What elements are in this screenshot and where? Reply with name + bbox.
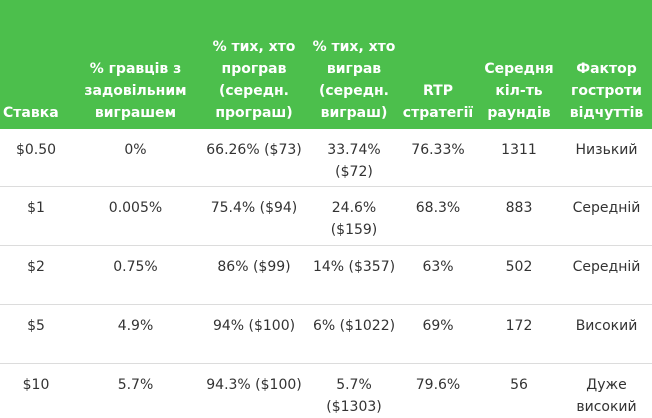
cell-thrill: Середній	[561, 245, 652, 305]
cell-won: 5.7% ($1303)	[326, 377, 382, 415]
header-satisfied-players: % гравців з задовільним виграшем	[72, 0, 199, 129]
table-row: $5 4.9% 94% ($100) 6% ($1022) 69% 172 Ви…	[0, 304, 652, 364]
table-row: $0.50 0% 66.26% ($73) 33.74% ($72) 76.33…	[0, 129, 652, 187]
header-rtp: RTP стратегії	[399, 0, 477, 129]
cell-lost: 75.4% ($94)	[199, 186, 309, 246]
cell-stake: $0.50	[0, 129, 72, 187]
cell-rtp: 69%	[399, 304, 477, 364]
cell-rtp: 76.33%	[399, 129, 477, 187]
cell-thrill: Високий	[561, 304, 652, 364]
cell-rtp: 63%	[399, 245, 477, 305]
cell-stake: $5	[0, 304, 72, 364]
cell-lost: 94.3% ($100)	[206, 377, 302, 393]
cell-lost: 94% ($100)	[199, 304, 309, 364]
cell-satisfied: 0.75%	[72, 245, 199, 305]
cell-rtp: 68.3%	[399, 186, 477, 246]
cell-stake: $2	[0, 245, 72, 305]
header-losers: % тих, хто програв (середн. програш)	[199, 0, 309, 129]
cell-won: 14% ($357)	[309, 245, 399, 305]
table-header-row: Ставка % гравців з задовільним виграшем …	[0, 0, 652, 129]
cell-satisfied: 4.9%	[72, 304, 199, 364]
header-thrill-factor: Фактор гостроти відчуттів	[561, 0, 652, 129]
cell-stake: $10	[22, 377, 50, 393]
table-row: $10 5.7% 94.3% ($100) 5.7% ($1303) 79.6%…	[0, 364, 652, 418]
cell-won: 33.74% ($72)	[309, 129, 399, 187]
table-row: $2 0.75% 86% ($99) 14% ($357) 63% 502 Се…	[0, 245, 652, 305]
cell-rounds: 502	[477, 245, 561, 305]
cell-satisfied: 0%	[72, 129, 199, 187]
cell-rounds: 1311	[477, 129, 561, 187]
cell-lost: 66.26% ($73)	[199, 129, 309, 187]
cell-lost: 86% ($99)	[199, 245, 309, 305]
cell-thrill: Середній	[561, 186, 652, 246]
cell-won: 24.6% ($159)	[309, 186, 399, 246]
cell-stake: $1	[0, 186, 72, 246]
cell-thrill: Дуже високий	[576, 377, 637, 415]
cell-rtp: 79.6%	[415, 377, 461, 393]
cell-satisfied: 0.005%	[72, 186, 199, 246]
cell-thrill: Низький	[561, 129, 652, 187]
header-avg-rounds: Середня кіл-ть раундів	[477, 0, 561, 129]
cell-satisfied: 5.7%	[117, 377, 154, 393]
cell-rounds: 172	[477, 304, 561, 364]
cell-won: 6% ($1022)	[309, 304, 399, 364]
table-row: $1 0.005% 75.4% ($94) 24.6% ($159) 68.3%…	[0, 186, 652, 246]
header-winners: % тих, хто виграв (середн. виграш)	[309, 0, 399, 129]
cell-rounds: 883	[477, 186, 561, 246]
cell-rounds: 56	[510, 377, 528, 393]
header-stake: Ставка	[0, 0, 72, 129]
